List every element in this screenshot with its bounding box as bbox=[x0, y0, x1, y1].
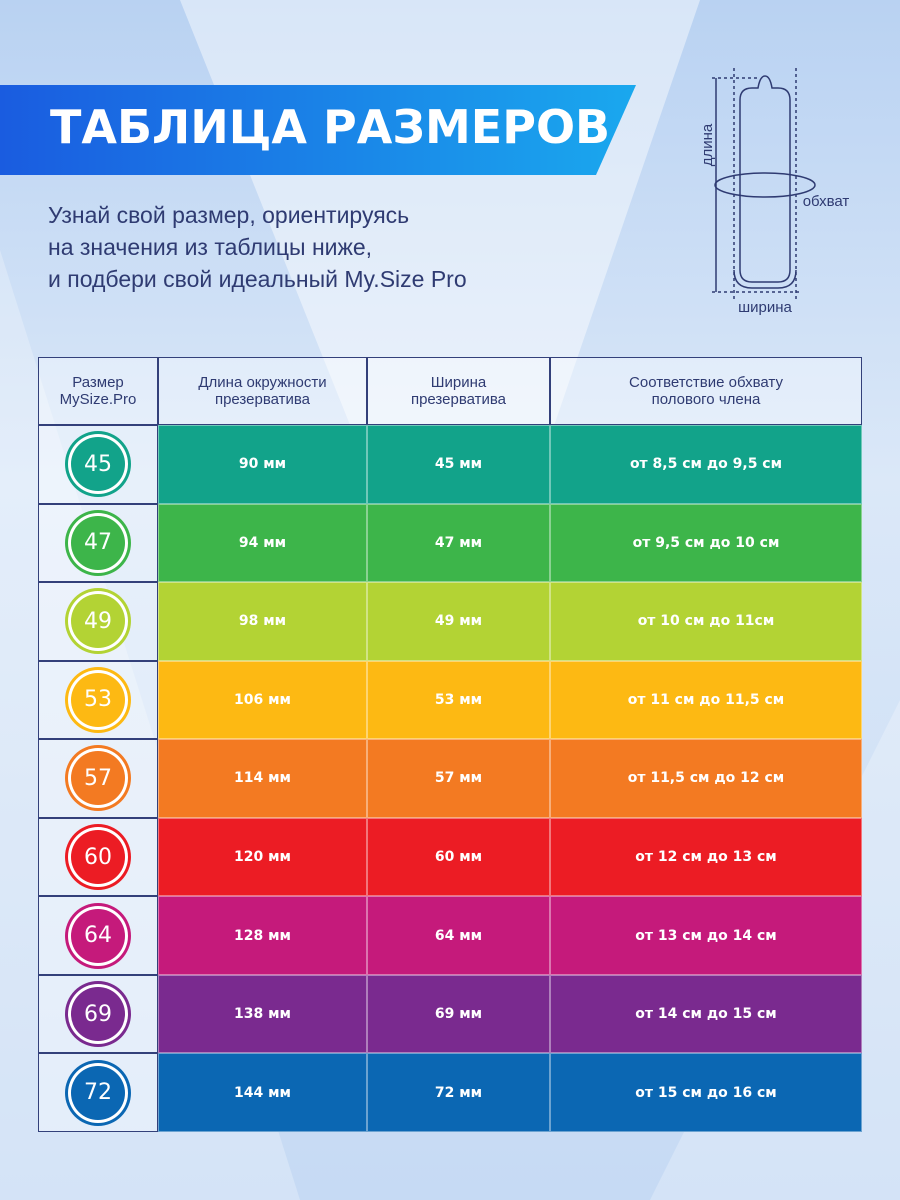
value-cell: 144 мм bbox=[158, 1053, 367, 1132]
value-cell: от 10 см до 11см bbox=[550, 582, 862, 661]
value-cell: от 9,5 см до 10 см bbox=[550, 503, 862, 583]
diagram-girth: обхват bbox=[803, 193, 850, 210]
value-cell: 53 мм bbox=[367, 660, 550, 740]
size-cell: 60 bbox=[38, 817, 158, 897]
size-badge: 53 bbox=[71, 672, 125, 727]
header-line: полового члена bbox=[651, 391, 761, 408]
value-cell: 120 мм bbox=[158, 817, 367, 897]
header-line: Размер bbox=[72, 374, 124, 391]
column-header: Ширина презерватива bbox=[367, 357, 550, 425]
value-cell: 98 мм bbox=[158, 582, 367, 661]
size-badge: 57 bbox=[71, 751, 125, 806]
size-cell: 64 bbox=[38, 896, 158, 975]
value-cell: от 11 см до 11,5 см bbox=[550, 660, 862, 740]
value-cell: от 12 см до 13 см bbox=[550, 817, 862, 897]
size-badge: 69 bbox=[71, 987, 125, 1042]
value-cell: 94 мм bbox=[158, 503, 367, 583]
header-line: MySize.Pro bbox=[59, 391, 137, 408]
value-cell: 60 мм bbox=[367, 817, 550, 897]
value-cell: 106 мм bbox=[158, 660, 367, 740]
column-header: Размер MySize.Pro bbox=[38, 357, 158, 425]
size-badge: 72 bbox=[71, 1065, 125, 1120]
value-cell: 114 мм bbox=[158, 739, 367, 818]
size-cell: 45 bbox=[38, 425, 158, 504]
value-cell: 64 мм bbox=[367, 896, 550, 975]
subtitle-line: Узнай свой размер, ориентируясь bbox=[48, 202, 410, 228]
diagram bbox=[712, 68, 816, 300]
value-cell: от 11,5 см до 12 см bbox=[550, 739, 862, 818]
value-cell: 57 мм bbox=[367, 739, 550, 818]
value-cell: 138 мм bbox=[158, 974, 367, 1054]
value-cell: 47 мм bbox=[367, 503, 550, 583]
value-cell: 90 мм bbox=[158, 425, 367, 504]
value-cell: от 14 см до 15 см bbox=[550, 974, 862, 1054]
header-line: презерватива bbox=[410, 391, 507, 408]
value-cell: 49 мм bbox=[367, 582, 550, 661]
size-cell: 69 bbox=[38, 974, 158, 1054]
title-banner bbox=[0, 85, 636, 175]
title: ТАБЛИЦА РАЗМЕРОВ bbox=[50, 100, 611, 154]
size-cell: 57 bbox=[38, 739, 158, 818]
value-cell: 72 мм bbox=[367, 1053, 550, 1132]
diagram-length: длина bbox=[699, 123, 716, 166]
header-line: Соответствие обхвату bbox=[629, 374, 783, 391]
header-line: Длина окружности bbox=[198, 374, 327, 391]
column-header: Соответствие обхвату полового члена bbox=[550, 357, 862, 425]
value-cell: 69 мм bbox=[367, 974, 550, 1054]
size-badge: 47 bbox=[71, 515, 125, 570]
size-badge: 45 bbox=[71, 437, 125, 492]
diagram-width: ширина bbox=[738, 299, 792, 316]
size-badge: 49 bbox=[71, 594, 125, 649]
size-badge: 64 bbox=[71, 908, 125, 963]
value-cell: 128 мм bbox=[158, 896, 367, 975]
size-cell: 72 bbox=[38, 1053, 158, 1132]
value-cell: 45 мм bbox=[367, 425, 550, 504]
size-cell: 47 bbox=[38, 503, 158, 583]
header-line: Ширина bbox=[430, 374, 487, 391]
size-badge: 60 bbox=[71, 830, 125, 885]
column-header: Длина окружности презерватива bbox=[158, 357, 367, 425]
value-cell: от 8,5 см до 9,5 см bbox=[550, 425, 862, 504]
value-cell: от 13 см до 14 см bbox=[550, 896, 862, 975]
size-cell: 49 bbox=[38, 582, 158, 661]
size-cell: 53 bbox=[38, 660, 158, 740]
subtitle-line: и подбери свой идеальный My.Size Pro bbox=[48, 266, 467, 292]
header-line: презерватива bbox=[214, 391, 311, 408]
subtitle-line: на значения из таблицы ниже, bbox=[48, 234, 373, 260]
value-cell: от 15 см до 16 см bbox=[550, 1053, 862, 1132]
